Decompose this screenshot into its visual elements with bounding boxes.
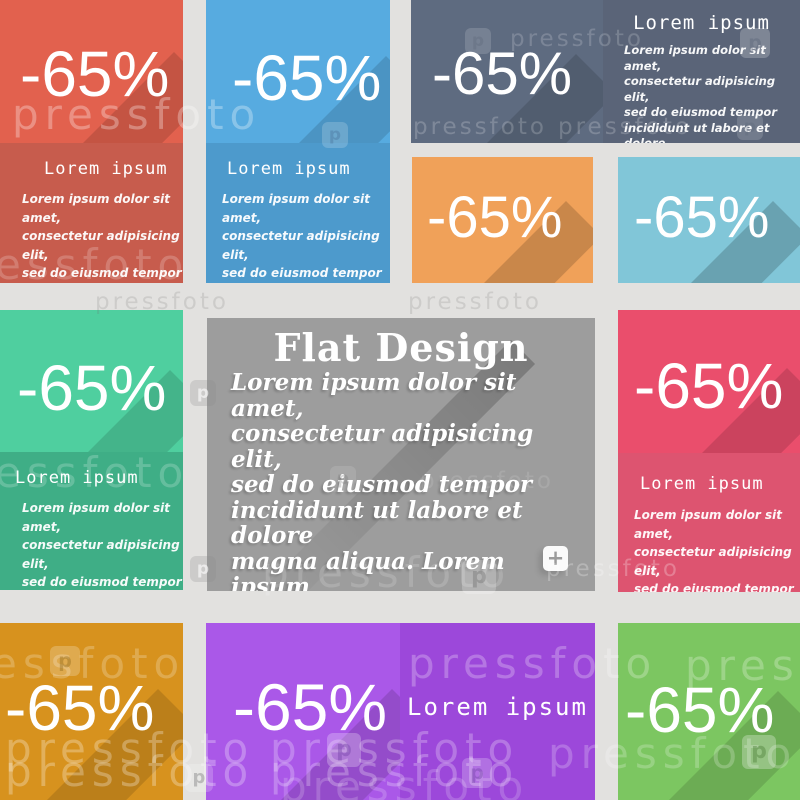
tile-heading: Lorem ipsum: [633, 12, 770, 34]
promo-tile-sky: -65%: [618, 157, 800, 283]
promo-tile-purple: Lorem ipsum: [400, 623, 595, 800]
promo-tile-red: -65% Lorem ipsum Lorem ipsum dolor sit a…: [0, 0, 183, 283]
tile-content-panel: Lorem ipsum Lorem ipsum dolor sit amet, …: [0, 143, 183, 283]
promo-tile-lime: -65%: [618, 623, 800, 800]
tile-body-text: Lorem ipsum dolor sit amet, consectetur …: [634, 508, 794, 592]
tile-body-text: Lorem ipsum dolor sit amet, consectetur …: [624, 43, 777, 143]
promo-tile-blue: -65% Lorem ipsum Lorem ipsum dolor sit a…: [206, 0, 390, 283]
promo-tile-orange: -65%: [412, 157, 593, 283]
panel-body-text: Lorem ipsum dolor sit amet, consectetur …: [231, 369, 534, 591]
promo-tile-green: -65% Lorem ipsum Lorem ipsum dolor sit a…: [0, 310, 183, 590]
promo-tile-gold: -65%: [0, 623, 183, 800]
discount-label: -65%: [634, 350, 784, 422]
tile-content-panel: Lorem ipsum Lorem ipsum dolor sit amet, …: [0, 452, 183, 590]
discount-label: -65%: [5, 672, 155, 744]
tile-content-panel: Lorem ipsum Lorem ipsum dolor sit amet, …: [206, 143, 390, 283]
discount-label: -65%: [625, 674, 775, 746]
tile-heading: Lorem ipsum: [15, 468, 139, 488]
promo-tile-violet: -65%: [206, 623, 400, 800]
discount-header: -65%: [618, 310, 800, 453]
flat-design-panel: Flat Design Lorem ipsum dolor sit amet, …: [207, 318, 595, 591]
tile-heading: Lorem ipsum: [44, 159, 168, 179]
discount-header: -65%: [206, 0, 390, 143]
discount-header: -65%: [0, 0, 183, 143]
tile-heading: Lorem ipsum: [227, 159, 351, 179]
discount-label: -65%: [427, 185, 563, 250]
discount-header: -65%: [0, 310, 183, 452]
tile-heading: Lorem ipsum: [407, 693, 588, 721]
promo-tile-slate-text: Lorem ipsum Lorem ipsum dolor sit amet, …: [603, 0, 800, 143]
discount-label: -65%: [233, 670, 388, 744]
promo-tile-pink: -65% Lorem ipsum Lorem ipsum dolor sit a…: [618, 310, 800, 592]
tile-body-text: Lorem ipsum dolor sit amet, consectetur …: [22, 501, 182, 589]
tile-content-panel: Lorem ipsum Lorem ipsum dolor sit amet, …: [618, 453, 800, 592]
discount-label: -65%: [432, 40, 573, 107]
tile-body-text: Lorem ipsum dolor sit amet, consectetur …: [222, 192, 382, 280]
tile-body-text: Lorem ipsum dolor sit amet, consectetur …: [22, 192, 182, 280]
discount-label: -65%: [17, 352, 167, 424]
promo-tile-slate-discount: -65%: [411, 0, 603, 143]
discount-label: -65%: [20, 38, 170, 110]
watermark-text: pressfoto: [408, 289, 542, 315]
tile-heading: Lorem ipsum: [640, 474, 764, 494]
panel-title: Flat Design: [273, 325, 529, 370]
discount-label: -65%: [634, 185, 770, 250]
plus-button[interactable]: +: [543, 546, 568, 571]
discount-label: -65%: [232, 42, 382, 114]
